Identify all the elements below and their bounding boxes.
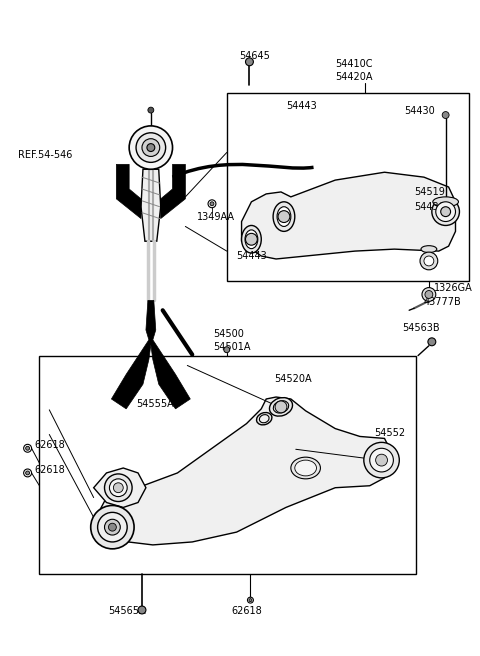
Ellipse shape (273, 401, 288, 413)
Text: 1349AA: 1349AA (197, 212, 235, 222)
Circle shape (210, 202, 214, 206)
Circle shape (25, 471, 30, 475)
Circle shape (376, 454, 387, 466)
Ellipse shape (295, 460, 316, 476)
Polygon shape (111, 300, 190, 409)
Text: REF.54-546: REF.54-546 (18, 150, 72, 161)
Circle shape (428, 338, 436, 346)
Circle shape (91, 506, 134, 549)
Text: 62618: 62618 (35, 465, 65, 475)
Circle shape (424, 256, 434, 266)
Text: 54520A: 54520A (274, 375, 312, 384)
Text: 1326GA: 1326GA (434, 283, 473, 293)
Circle shape (97, 512, 127, 542)
Circle shape (432, 198, 459, 226)
Ellipse shape (259, 415, 269, 422)
Text: 62618: 62618 (232, 606, 263, 616)
Text: 54565A: 54565A (108, 606, 146, 616)
Ellipse shape (277, 207, 291, 226)
Polygon shape (141, 169, 161, 241)
Circle shape (278, 211, 290, 222)
Text: 54443: 54443 (237, 251, 267, 261)
Bar (39, 356, 416, 575)
Polygon shape (98, 397, 395, 545)
Text: 54500: 54500 (213, 329, 244, 339)
Circle shape (275, 401, 287, 413)
Circle shape (105, 474, 132, 502)
Circle shape (24, 444, 32, 452)
Circle shape (436, 202, 456, 222)
Circle shape (245, 58, 253, 66)
Circle shape (148, 107, 154, 113)
Circle shape (249, 599, 252, 602)
Circle shape (24, 469, 32, 477)
Circle shape (208, 200, 216, 208)
Text: 54555A: 54555A (136, 399, 174, 409)
Text: 54443: 54443 (286, 101, 317, 111)
Circle shape (370, 448, 394, 472)
Text: 43777B: 43777B (424, 297, 462, 308)
Circle shape (105, 520, 120, 535)
Text: 62618: 62618 (35, 440, 65, 450)
Circle shape (420, 252, 438, 270)
Ellipse shape (256, 413, 272, 425)
Circle shape (142, 138, 160, 156)
Circle shape (364, 442, 399, 478)
Circle shape (108, 523, 116, 531)
Circle shape (245, 234, 257, 245)
Text: 54519: 54519 (414, 187, 445, 197)
Circle shape (109, 479, 127, 497)
Text: 54563B: 54563B (402, 323, 440, 333)
Text: 54436: 54436 (414, 202, 445, 212)
Circle shape (224, 347, 230, 353)
Ellipse shape (269, 398, 292, 416)
Text: 54430: 54430 (404, 106, 435, 116)
Circle shape (248, 597, 253, 603)
Text: 54420A: 54420A (335, 72, 372, 81)
Ellipse shape (245, 230, 258, 249)
Text: 54552: 54552 (375, 428, 406, 438)
Circle shape (129, 126, 172, 169)
Ellipse shape (273, 202, 295, 232)
Polygon shape (241, 173, 456, 259)
Text: 54501A: 54501A (213, 342, 251, 352)
Circle shape (113, 483, 123, 493)
Circle shape (441, 207, 451, 216)
Circle shape (136, 133, 166, 163)
Polygon shape (161, 165, 185, 218)
Circle shape (442, 112, 449, 119)
Ellipse shape (241, 226, 261, 253)
Circle shape (147, 144, 155, 152)
Ellipse shape (291, 457, 321, 479)
Polygon shape (94, 468, 146, 508)
Ellipse shape (421, 246, 437, 253)
Polygon shape (116, 165, 141, 218)
Circle shape (138, 606, 146, 614)
Ellipse shape (433, 197, 458, 207)
Circle shape (422, 287, 436, 301)
Text: 54410C: 54410C (335, 59, 372, 69)
Circle shape (425, 291, 433, 298)
Bar (227, 93, 469, 281)
Text: 54645: 54645 (240, 51, 270, 61)
Circle shape (25, 446, 30, 450)
